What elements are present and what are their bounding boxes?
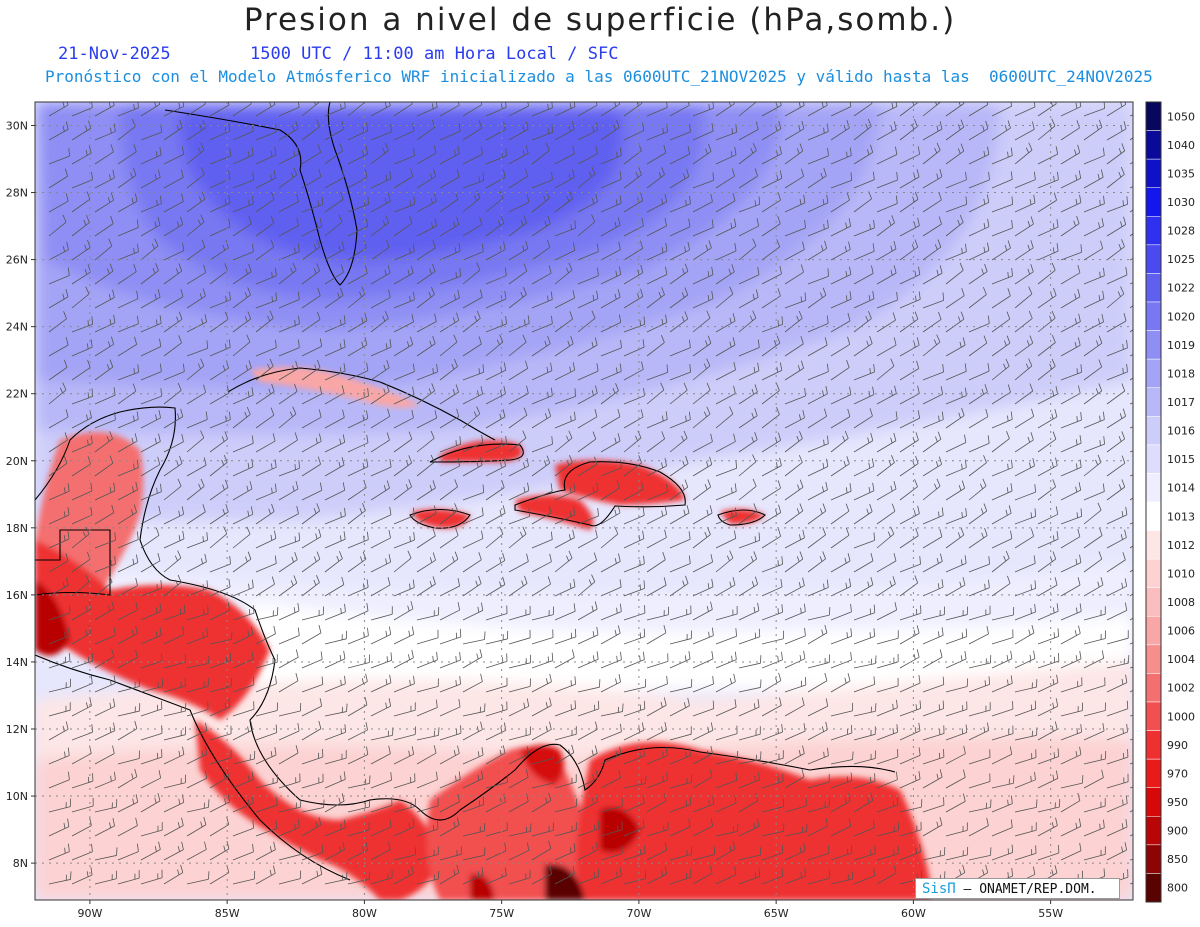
colorbar-label: 1014 [1167, 482, 1195, 495]
colorbar-label: 900 [1167, 825, 1188, 838]
lat-label: 22N [6, 388, 28, 401]
colorbar-swatch [1145, 158, 1162, 188]
colorbar-label: 800 [1167, 882, 1188, 895]
lat-label: 12N [6, 723, 28, 736]
colorbar-swatch [1145, 387, 1162, 417]
colorbar-label: 1008 [1167, 596, 1195, 609]
colorbar-label: 1000 [1167, 710, 1195, 723]
colorbar-label: 1035 [1167, 167, 1195, 180]
colorbar-label: 950 [1167, 796, 1188, 809]
colorbar-swatch [1145, 301, 1162, 331]
colorbar: 1050 1040 1035 1030 1028 1025 1022 1020 1019 1018… [1145, 101, 1195, 903]
colorbar-swatch [1145, 130, 1162, 160]
colorbar-swatch [1145, 616, 1162, 646]
lon-label: 75W [489, 907, 514, 920]
colorbar-swatch [1145, 101, 1162, 131]
lat-label: 8N [13, 857, 28, 870]
lon-label: 60W [901, 907, 926, 920]
lon-label: 65W [764, 907, 789, 920]
sispi-logo: SisΠ [922, 881, 956, 897]
credit-text: – ONAMET/REP.DOM. [963, 882, 1097, 897]
colorbar-label: 990 [1167, 739, 1188, 752]
lat-label: 14N [6, 656, 28, 669]
colorbar-swatch [1145, 501, 1162, 531]
colorbar-label: 1006 [1167, 625, 1195, 638]
credit-box: SisΠ – ONAMET/REP.DOM. [915, 878, 1120, 899]
colorbar-swatch [1145, 444, 1162, 474]
lat-label: 10N [6, 790, 28, 803]
colorbar-label: 1016 [1167, 425, 1195, 438]
colorbar-swatch [1145, 644, 1162, 674]
colorbar-label: 1015 [1167, 453, 1195, 466]
lat-label: 28N [6, 187, 28, 200]
lat-lon-grid [35, 102, 1133, 900]
colorbar-swatch [1145, 816, 1162, 846]
colorbar-label: 1020 [1167, 310, 1195, 323]
colorbar-label: 1030 [1167, 196, 1195, 209]
colorbar-label: 1012 [1167, 539, 1195, 552]
wind-barbs [48, 102, 1133, 885]
lon-label: 90W [77, 907, 102, 920]
colorbar-swatch [1145, 330, 1162, 360]
colorbar-label: 1028 [1167, 225, 1195, 238]
colorbar-swatch [1145, 473, 1162, 503]
colorbar-swatch [1145, 673, 1162, 703]
lat-label: 26N [6, 254, 28, 267]
colorbar-label: 1013 [1167, 510, 1195, 523]
pressure-field [35, 102, 1133, 900]
colorbar-label: 1018 [1167, 367, 1195, 380]
colorbar-label: 1022 [1167, 282, 1195, 295]
colorbar-label: 1010 [1167, 567, 1195, 580]
date-label: 21-Nov-2025 [58, 44, 171, 64]
colorbar-swatch [1145, 530, 1162, 560]
colorbar-label: 1002 [1167, 682, 1195, 695]
colorbar-label: 970 [1167, 767, 1188, 780]
lat-label: 24N [6, 321, 28, 334]
lat-label: 20N [6, 455, 28, 468]
lon-label: 85W [215, 907, 240, 920]
colorbar-swatch [1145, 187, 1162, 217]
colorbar-swatch [1145, 787, 1162, 817]
colorbar-label: 1050 [1167, 110, 1195, 123]
colorbar-swatch [1145, 701, 1162, 731]
colorbar-swatch [1145, 273, 1162, 303]
colorbar-label: 850 [1167, 853, 1188, 866]
colorbar-swatch [1145, 216, 1162, 246]
map-title: Presion a nivel de superficie (hPa,somb.… [243, 2, 957, 38]
colorbar-label: 1040 [1167, 139, 1195, 152]
lat-label: 16N [6, 589, 28, 602]
colorbar-label: 1019 [1167, 339, 1195, 352]
lon-label: 70W [626, 907, 651, 920]
lon-label: 55W [1038, 907, 1063, 920]
colorbar-swatch [1145, 558, 1162, 588]
time-label: 1500 UTC / 11:00 am Hora Local / SFC [250, 44, 619, 64]
colorbar-swatch [1145, 844, 1162, 874]
forecast-label: Pronóstico con el Modelo Atmósferico WRF… [45, 67, 1153, 86]
colorbar-swatch [1145, 758, 1162, 788]
colorbar-swatch [1145, 873, 1162, 903]
colorbar-label: 1025 [1167, 253, 1195, 266]
lat-label: 18N [6, 522, 28, 535]
colorbar-swatch [1145, 416, 1162, 446]
lat-label: 30N [6, 119, 28, 132]
colorbar-swatch [1145, 244, 1162, 274]
colorbar-label: 1004 [1167, 653, 1195, 666]
colorbar-swatch [1145, 730, 1162, 760]
lon-label: 80W [352, 907, 377, 920]
colorbar-swatch [1145, 587, 1162, 617]
colorbar-label: 1017 [1167, 396, 1195, 409]
map-frame [34, 101, 1134, 901]
colorbar-swatch [1145, 358, 1162, 388]
